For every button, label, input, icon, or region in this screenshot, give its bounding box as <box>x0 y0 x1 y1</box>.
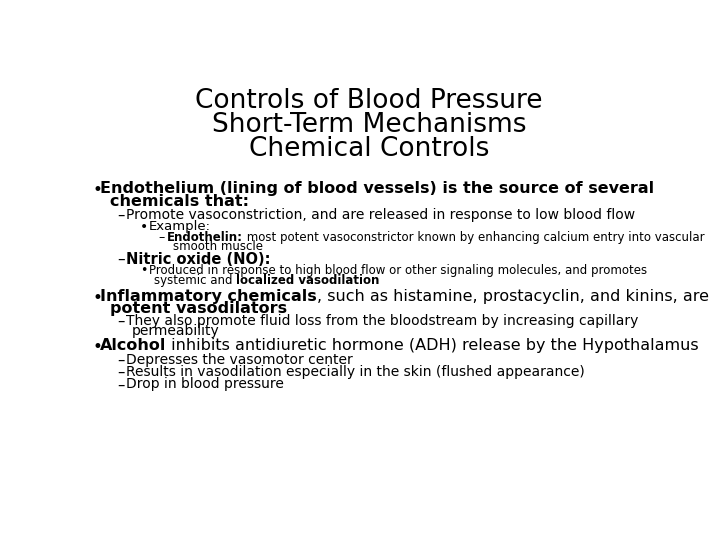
Text: Inflammatory chemicals: Inflammatory chemicals <box>100 288 317 303</box>
Text: –: – <box>117 377 124 393</box>
Text: Drop in blood pressure: Drop in blood pressure <box>126 377 284 392</box>
Text: chemicals that:: chemicals that: <box>109 194 248 208</box>
Text: Depresses the vasomotor center: Depresses the vasomotor center <box>126 353 353 367</box>
Text: Example:: Example: <box>148 220 210 233</box>
Text: Promote vasoconstriction, and are released in response to low blood flow: Promote vasoconstriction, and are releas… <box>126 208 635 222</box>
Text: Produced in response to high blood flow or other signaling molecules, and promot: Produced in response to high blood flow … <box>148 264 647 277</box>
Text: •: • <box>93 338 103 356</box>
Text: Controls of Blood Pressure: Controls of Blood Pressure <box>195 87 543 113</box>
Text: They also promote fluid loss from the bloodstream by increasing capillary: They also promote fluid loss from the bl… <box>126 314 639 328</box>
Text: Short-Term Mechanisms: Short-Term Mechanisms <box>212 112 526 138</box>
Text: , such as histamine, prostacyclin, and kinins, are: , such as histamine, prostacyclin, and k… <box>317 288 708 303</box>
Text: smooth muscle: smooth muscle <box>173 240 263 253</box>
Text: –: – <box>117 314 124 329</box>
Text: Endothelium (lining of blood vessels) is the source of several: Endothelium (lining of blood vessels) is… <box>100 181 654 196</box>
Text: Results in vasodilation especially in the skin (flushed appearance): Results in vasodilation especially in th… <box>126 365 585 379</box>
Text: –: – <box>117 252 125 267</box>
Text: Chemical Controls: Chemical Controls <box>249 136 489 162</box>
Text: •: • <box>93 288 103 307</box>
Text: •: • <box>93 181 103 199</box>
Text: permeability: permeability <box>132 324 220 338</box>
Text: Alcohol: Alcohol <box>100 338 166 353</box>
Text: Nitric oxide (NO):: Nitric oxide (NO): <box>126 252 271 267</box>
Text: –: – <box>117 365 124 380</box>
Text: –: – <box>117 353 124 368</box>
Text: localized vasodilation: localized vasodilation <box>236 274 379 287</box>
Text: most potent vasoconstrictor known by enhancing calcium entry into vascular: most potent vasoconstrictor known by enh… <box>243 231 705 244</box>
Text: potent vasodilators: potent vasodilators <box>109 301 287 316</box>
Text: inhibits antidiuretic hormone (ADH) release by the Hypothalamus: inhibits antidiuretic hormone (ADH) rele… <box>166 338 699 353</box>
Text: •: • <box>140 220 148 234</box>
Text: –: – <box>117 208 124 223</box>
Text: Endothelin:: Endothelin: <box>167 231 243 244</box>
Text: –: – <box>158 231 164 244</box>
Text: •: • <box>140 264 148 277</box>
Text: systemic and: systemic and <box>154 274 236 287</box>
